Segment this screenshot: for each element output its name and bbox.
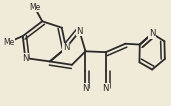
Text: Me: Me	[29, 3, 40, 12]
Text: N: N	[149, 29, 155, 38]
Text: N: N	[76, 27, 83, 36]
Text: N: N	[82, 84, 89, 93]
Text: N: N	[63, 43, 69, 52]
Text: Me: Me	[3, 38, 15, 47]
Text: N: N	[22, 54, 29, 63]
Text: N: N	[103, 84, 109, 93]
